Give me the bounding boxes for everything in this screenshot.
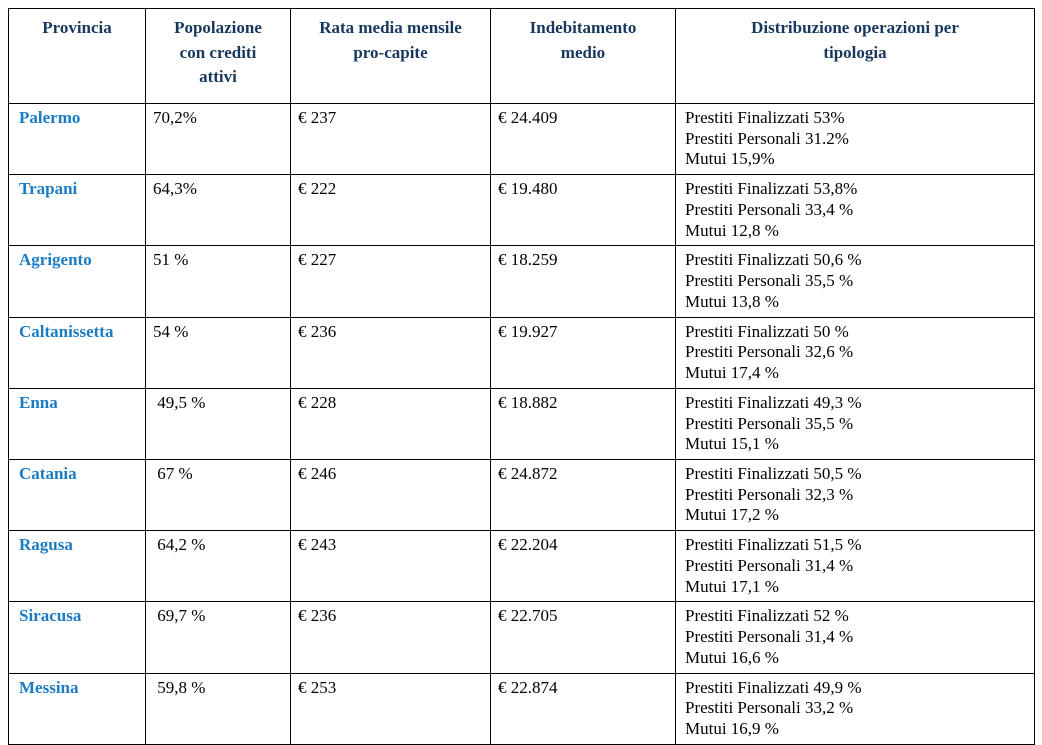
cell-distribuzione: Prestiti Finalizzati 53,8% Prestiti Pers… [675, 174, 1035, 247]
table-row: Trapani 64,3% € 222 € 19.480 Prestiti Fi… [8, 174, 1035, 247]
table-row: Siracusa 69,7 % € 236 € 22.705 Prestiti … [8, 601, 1035, 674]
cell-provincia: Agrigento [8, 245, 146, 318]
cell-distribuzione: Prestiti Finalizzati 50 % Prestiti Perso… [675, 316, 1035, 389]
cell-provincia: Palermo [8, 102, 146, 176]
cell-popolazione: 54 % [145, 316, 291, 389]
cell-indebitamento: € 18.882 [490, 387, 676, 461]
cell-indebitamento: € 22.874 [490, 672, 676, 745]
cell-distribuzione: Prestiti Finalizzati 49,9 % Prestiti Per… [675, 672, 1035, 745]
cell-popolazione: 51 % [145, 245, 291, 318]
province-credit-table: Provincia Popolazione con crediti attivi… [8, 8, 1035, 745]
header-row: Provincia Popolazione con crediti attivi… [8, 8, 1035, 104]
cell-distribuzione: Prestiti Finalizzati 49,3 % Prestiti Per… [675, 387, 1035, 461]
cell-rata: € 253 [290, 672, 491, 745]
cell-rata: € 227 [290, 245, 491, 318]
cell-rata: € 236 [290, 601, 491, 674]
cell-indebitamento: € 19.927 [490, 316, 676, 389]
cell-rata: € 237 [290, 102, 491, 176]
cell-popolazione: 69,7 % [145, 601, 291, 674]
cell-indebitamento: € 18.259 [490, 245, 676, 318]
cell-distribuzione: Prestiti Finalizzati 51,5 % Prestiti Per… [675, 530, 1035, 603]
cell-distribuzione: Prestiti Finalizzati 50,6 % Prestiti Per… [675, 245, 1035, 318]
cell-popolazione: 67 % [145, 459, 291, 532]
table-row: Messina 59,8 % € 253 € 22.874 Prestiti F… [8, 672, 1035, 745]
cell-rata: € 228 [290, 387, 491, 461]
column-header-popolazione: Popolazione con crediti attivi [145, 8, 291, 104]
cell-provincia: Catania [8, 459, 146, 532]
column-header-indebitamento: Indebitamento medio [490, 8, 676, 104]
cell-indebitamento: € 22.204 [490, 530, 676, 603]
cell-popolazione: 64,2 % [145, 530, 291, 603]
table-row: Caltanissetta 54 % € 236 € 19.927 Presti… [8, 316, 1035, 389]
table-row: Ragusa 64,2 % € 243 € 22.204 Prestiti Fi… [8, 530, 1035, 603]
column-header-provincia: Provincia [8, 8, 146, 104]
cell-indebitamento: € 22.705 [490, 601, 676, 674]
cell-popolazione: 64,3% [145, 174, 291, 247]
cell-provincia: Siracusa [8, 601, 146, 674]
cell-provincia: Caltanissetta [8, 316, 146, 389]
cell-indebitamento: € 24.409 [490, 102, 676, 176]
cell-distribuzione: Prestiti Finalizzati 50,5 % Prestiti Per… [675, 459, 1035, 532]
cell-popolazione: 49,5 % [145, 387, 291, 461]
cell-distribuzione: Prestiti Finalizzati 52 % Prestiti Perso… [675, 601, 1035, 674]
column-header-distribuzione: Distribuzione operazioni per tipologia [675, 8, 1035, 104]
cell-popolazione: 70,2% [145, 102, 291, 176]
document-page: Provincia Popolazione con crediti attivi… [8, 8, 1035, 745]
cell-indebitamento: € 24.872 [490, 459, 676, 532]
cell-distribuzione: Prestiti Finalizzati 53% Prestiti Person… [675, 102, 1035, 176]
column-header-rata: Rata media mensile pro-capite [290, 8, 491, 104]
cell-rata: € 222 [290, 174, 491, 247]
cell-provincia: Messina [8, 672, 146, 745]
table-row: Catania 67 % € 246 € 24.872 Prestiti Fin… [8, 459, 1035, 532]
table-row: Enna 49,5 % € 228 € 18.882 Prestiti Fina… [8, 387, 1035, 461]
cell-popolazione: 59,8 % [145, 672, 291, 745]
cell-rata: € 243 [290, 530, 491, 603]
table-row: Agrigento 51 % € 227 € 18.259 Prestiti F… [8, 245, 1035, 318]
cell-provincia: Trapani [8, 174, 146, 247]
cell-rata: € 246 [290, 459, 491, 532]
cell-indebitamento: € 19.480 [490, 174, 676, 247]
cell-provincia: Enna [8, 387, 146, 461]
cell-provincia: Ragusa [8, 530, 146, 603]
table-row: Palermo 70,2% € 237 € 24.409 Prestiti Fi… [8, 102, 1035, 176]
cell-rata: € 236 [290, 316, 491, 389]
